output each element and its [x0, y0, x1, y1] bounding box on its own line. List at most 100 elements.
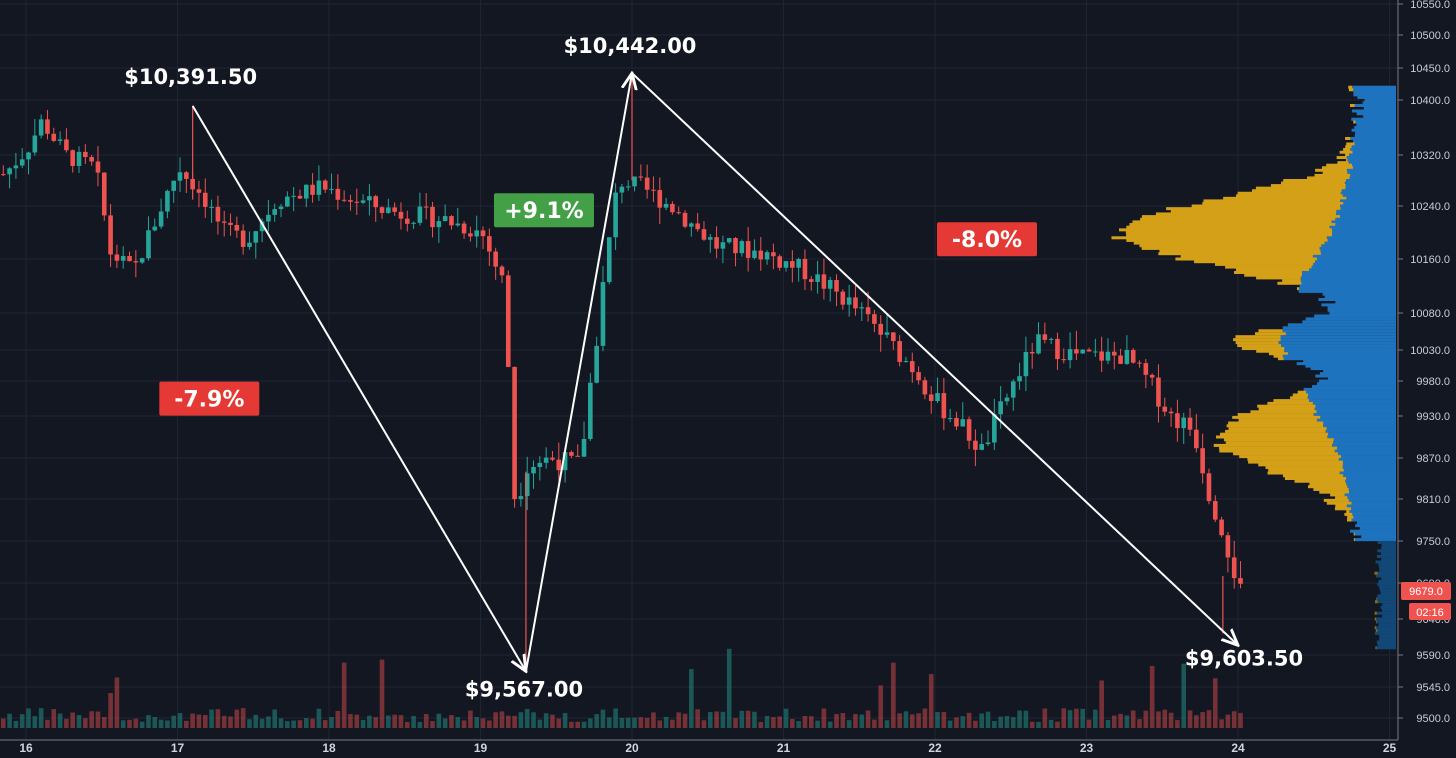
profile-bar-blue	[1377, 554, 1396, 558]
change-badge	[937, 222, 1037, 257]
profile-bar-yellow	[1225, 441, 1334, 445]
x-tick-label: 19	[474, 741, 488, 755]
volume-bar	[7, 713, 12, 728]
candle-body	[1029, 351, 1035, 354]
profile-bar-blue	[1379, 566, 1396, 570]
profile-bar-blue	[1326, 236, 1396, 240]
profile-bar-blue	[1315, 404, 1396, 408]
profile-bar-blue	[1376, 597, 1396, 601]
profile-bar-blue	[1335, 223, 1396, 227]
profile-bar-yellow	[1237, 344, 1282, 348]
volume-bar	[543, 713, 549, 728]
candle-body	[1055, 338, 1060, 360]
profile-bar-blue	[1377, 571, 1396, 575]
volume-bar	[278, 718, 284, 728]
profile-bar-yellow	[1374, 571, 1378, 575]
profile-bar-blue	[1323, 369, 1396, 373]
profile-bar-yellow	[1265, 466, 1343, 470]
candle-body	[701, 229, 707, 240]
profile-bar-blue	[1344, 181, 1396, 185]
candle-body	[303, 184, 309, 199]
candle-body	[1042, 334, 1048, 340]
volume-bar	[1149, 665, 1155, 728]
profile-bar-yellow	[1140, 217, 1336, 221]
profile-bar-blue	[1282, 354, 1396, 358]
volume-bar	[1200, 712, 1205, 728]
volume-bar	[322, 720, 328, 728]
candle-body	[707, 237, 713, 240]
profile-bar-blue	[1288, 352, 1396, 356]
profile-bar-yellow	[1273, 399, 1310, 403]
profile-bar-blue	[1332, 233, 1396, 237]
volume-bar	[114, 677, 120, 728]
volume-bar	[1206, 710, 1212, 728]
profile-bar-yellow	[1235, 341, 1279, 345]
volume-bar	[455, 717, 461, 728]
candle-body	[455, 223, 461, 226]
candle-body	[1175, 413, 1180, 429]
candle-body	[625, 186, 631, 188]
volume-bar	[253, 714, 259, 728]
volume-bar	[707, 712, 713, 728]
candle-body	[1137, 362, 1142, 364]
profile-bar-blue	[1379, 634, 1396, 638]
volume-bar	[853, 714, 858, 728]
profile-bar-yellow	[1220, 432, 1329, 436]
profile-bar-yellow	[1252, 189, 1342, 193]
y-tick-label: 10080.0	[1410, 308, 1450, 320]
candle-body	[1130, 350, 1136, 363]
profile-bar-blue	[1334, 449, 1396, 453]
volume-bar	[1093, 709, 1098, 728]
profile-bar-blue	[1379, 637, 1396, 641]
candle-body	[562, 452, 568, 471]
profile-bar-yellow	[1238, 418, 1317, 422]
y-tick-label: 10450.0	[1410, 63, 1450, 75]
volume-bar	[1162, 709, 1168, 728]
candle-body	[487, 236, 492, 252]
profile-bar-yellow	[1284, 477, 1347, 480]
candle-body	[689, 223, 694, 227]
volume-bar	[297, 720, 303, 728]
volume-bar	[777, 716, 783, 728]
candle-body	[240, 230, 246, 247]
volume-bar	[404, 721, 410, 728]
candle-body	[815, 274, 820, 282]
candle-body	[777, 256, 783, 268]
y-tick-label: 9500.0	[1416, 713, 1450, 725]
change-label: +9.1%	[504, 199, 583, 224]
profile-bar-blue	[1311, 265, 1396, 269]
volume-bar	[834, 714, 839, 728]
profile-bar-blue	[1376, 574, 1396, 578]
volume-bar	[764, 715, 770, 728]
volume-bar	[581, 721, 587, 728]
profile-bar-blue	[1381, 577, 1396, 581]
profile-bar-yellow	[1346, 142, 1355, 146]
profile-bar-blue	[1319, 246, 1396, 250]
candle-body	[1105, 351, 1111, 361]
volume-bar	[935, 712, 940, 728]
price-axis-panel[interactable]	[1398, 0, 1456, 740]
profile-bar-blue	[1342, 466, 1396, 470]
candle-body	[619, 186, 625, 193]
profile-bar-yellow	[1175, 257, 1317, 261]
profile-bar-yellow	[1314, 173, 1351, 177]
volume-bar	[733, 718, 738, 728]
volume-bar	[884, 720, 890, 728]
volume-bar	[992, 721, 997, 728]
candle-body	[853, 297, 858, 309]
candle-body	[928, 394, 934, 402]
volume-bar	[26, 708, 31, 728]
candle-body	[966, 419, 972, 441]
profile-bar-blue	[1283, 357, 1396, 361]
profile-bar-blue	[1325, 429, 1396, 433]
profile-bar-blue	[1347, 171, 1396, 175]
volume-bar	[726, 648, 732, 728]
profile-bar-blue	[1316, 257, 1396, 261]
candle-body	[613, 192, 618, 238]
profile-bar-yellow	[1257, 404, 1316, 408]
volume-bar	[632, 717, 637, 728]
countdown-tag	[1409, 603, 1451, 620]
volume-bar	[531, 712, 536, 728]
volume-bar	[417, 721, 423, 728]
profile-bar-blue	[1299, 287, 1396, 291]
